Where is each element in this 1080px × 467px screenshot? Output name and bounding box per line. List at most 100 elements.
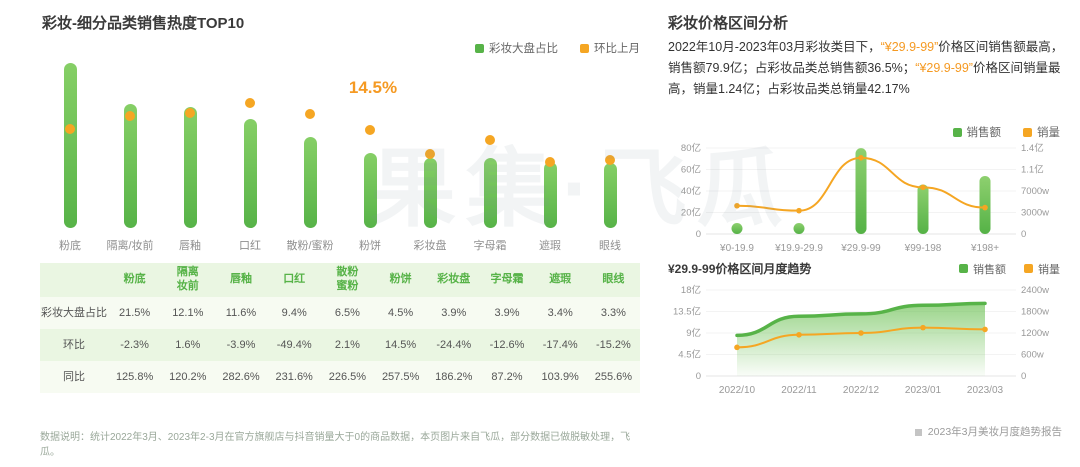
svg-text:1200w: 1200w [1021,328,1049,339]
lollipop-bar-area [40,60,100,228]
heat-table: 粉底 隔离 妆前 唇釉 口红 散粉 蜜粉 粉饼 彩妆盘 字母霜 遮瑕 眼线 彩妆大盘占比 21.5% 1… [40,263,640,393]
legend-label: 彩妆大盘占比 [489,43,558,55]
legend-label: 销量 [1037,127,1060,139]
table-row: 同比 125.8% 120.2% 282.6% 231.6% 226.5% 257.5% 18… [40,361,640,393]
volume-point [920,324,926,331]
table-column-header: 口红 [283,273,306,286]
sales-area [737,303,985,376]
table-column-header: 彩妆盘 [437,273,471,286]
green-swatch-icon [959,264,968,273]
legend-item-volume: 销量 [1024,261,1060,277]
lollipop-column: 散粉/蜜粉 [280,60,340,256]
volume-point [734,344,740,351]
price-range-chart: 0 20亿 40亿 60亿 80亿 0 3000w 7000w 1.1亿 1.4亿 ¥0-19.9 ¥… [681,142,1049,254]
lollipop-bar-area [100,60,160,228]
price-chart-legend: 销售额 销量 [668,124,1060,140]
svg-text:80亿: 80亿 [681,142,701,154]
svg-text:2022/10: 2022/10 [719,385,756,396]
lollipop-bar-area [280,60,340,228]
lollipop-column: 字母霜 [460,60,520,256]
svg-text:13.5亿: 13.5亿 [673,306,701,318]
table-column-header: 眼线 [602,273,625,286]
orange-swatch-icon [1023,127,1032,137]
category-label: 眼线 [599,240,621,252]
svg-text:0: 0 [1021,371,1026,382]
mom-change-dot [125,111,135,121]
paragraph-segment: “¥29.9-99” [915,61,973,75]
mom-change-dot [425,149,435,159]
table-value-cell: 3.4% [547,307,573,319]
share-bar [483,158,497,228]
table-value-cell: 6.5% [334,307,360,319]
svg-text:600w: 600w [1021,350,1044,361]
table-value-cell: -2.3% [120,339,149,351]
svg-text:1800w: 1800w [1021,307,1049,318]
lollipop-bar-area [460,60,520,228]
table-value-cell: -17.4% [542,339,578,351]
lollipop-column: 粉底 [40,60,100,256]
table-value-cell: 120.2% [169,371,207,383]
table-value-cell: 226.5% [328,371,367,383]
lollipop-column: 眼线 [580,60,640,256]
table-value-cell: 186.2% [435,371,473,383]
sales-area-topline [735,301,987,338]
volume-point [796,207,802,214]
svg-text:1.4亿: 1.4亿 [1021,142,1044,154]
share-bar [423,158,437,228]
category-label: 隔离/妆前 [106,240,154,252]
legend-item-sales: 销售额 [959,261,1006,277]
svg-text:40亿: 40亿 [681,185,701,197]
legend-item-mom: 环比上月 [580,40,640,56]
green-swatch-icon [952,127,962,137]
table-column-header: 散粉 蜜粉 [336,266,359,292]
table-column-header: 遮瑕 [549,273,572,286]
svg-text:¥29.9-99: ¥29.9-99 [840,243,881,254]
legend-label: 环比上月 [594,43,640,55]
table-value-cell: -24.4% [436,339,472,351]
table-value-cell: 3.3% [600,307,626,319]
table-value-cell: 1.6% [175,339,201,351]
svg-text:¥0-19.9: ¥0-19.9 [719,243,754,254]
right-section-title: 彩妆价格区间分析 [668,15,789,32]
paragraph-segment: “¥29.9-99” [880,40,939,54]
table-value-cell: 103.9% [541,371,579,383]
table-row-label: 环比 [63,338,85,351]
legend-label: 销售额 [973,263,1006,276]
table-value-cell: 87.2% [491,371,523,383]
monthly-trend-chart: 0 4.5亿 9亿 13.5亿 18亿 0 600w 1200w 1800w 2400w 2022/… [673,284,1049,396]
svg-text:7000w: 7000w [1021,186,1049,197]
share-bar [303,137,317,228]
lollipop-bar-area [340,60,400,228]
table-column-header: 隔离 妆前 [176,266,199,292]
mom-change-dot [305,109,315,119]
trend-chart-title: ¥29.9-99价格区间月度趋势 [668,262,812,276]
green-swatch-icon [475,43,484,53]
table-value-cell: 12.1% [172,307,204,319]
table-value-cell: 3.9% [441,307,467,319]
table-column-header: 字母霜 [490,273,524,286]
svg-text:4.5亿: 4.5亿 [678,349,701,361]
analysis-paragraph: 2022年10月-2023年03月彩妆类目下，“¥29.9-99”价格区间销售额… [668,37,1064,100]
square-bullet-icon [914,428,922,436]
left-section-title: 彩妆-细分品类销售热度TOP10 [42,15,245,32]
trend-chart-header: ¥29.9-99价格区间月度趋势 销售额 销量 [668,260,1060,277]
category-label: 粉饼 [359,240,381,252]
table-row-label: 同比 [63,370,85,383]
svg-text:2022/11: 2022/11 [781,385,817,396]
lollipop-bar-area [520,60,580,228]
mom-change-dot [245,98,255,108]
table-header-row: 粉底 隔离 妆前 唇釉 口红 散粉 蜜粉 粉饼 彩妆盘 字母霜 遮瑕 眼线 [40,263,640,297]
table-column-header: 粉饼 [389,273,412,286]
category-label: 遮瑕 [539,240,561,252]
lollipop-bar-area [220,60,280,228]
table-value-cell: 231.6% [275,371,313,383]
volume-point [920,184,926,191]
sales-pill [731,223,743,234]
svg-text:0: 0 [696,371,701,382]
table-value-cell: 11.6% [225,307,257,319]
sales-pill [855,148,867,234]
table-value-cell: -49.4% [276,339,312,351]
share-bar [543,162,557,228]
svg-text:0: 0 [1021,229,1026,240]
volume-point [858,330,864,336]
